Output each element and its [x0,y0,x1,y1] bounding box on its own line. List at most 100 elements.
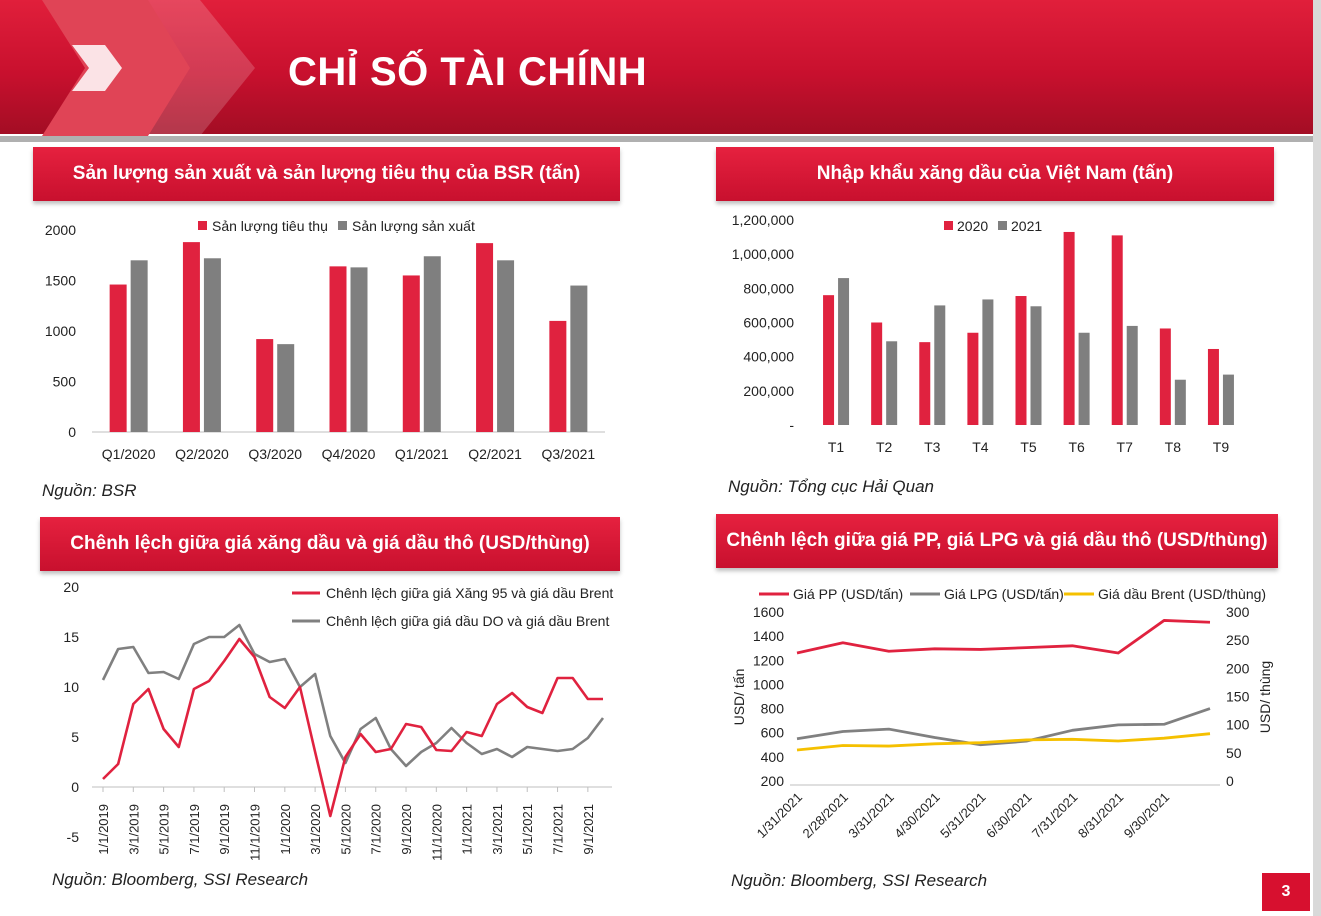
chart3-y-tick: 0 [71,779,79,795]
chart4-y-tick: 1400 [753,628,784,644]
page-title: CHỈ SỐ TÀI CHÍNH [288,50,648,94]
chart1-bar-consumption [109,284,127,432]
chart1-legend-swatch [338,221,347,230]
chart4-y2-tick: 50 [1226,745,1242,761]
chart4-x-tick: 7/31/2021 [1029,790,1081,842]
chart1-bar-production [130,260,148,432]
chart2-bar-2021 [982,299,994,425]
chart2-y-tick: - [789,417,794,433]
chart4-legend-label: Giá dầu Brent (USD/thùng) [1098,586,1266,602]
chart4-x-tick: 2/28/2021 [800,790,852,842]
chart4-x-tick: 3/31/2021 [845,790,897,842]
chart3-x-tick: 1/1/2021 [460,804,475,855]
chart2-x-tick: T1 [828,439,845,455]
chart1-title: Sản lượng sản xuất và sản lượng tiêu thụ… [33,147,620,201]
chart1-bar-consumption [329,266,347,432]
chart1-bar-production [570,285,588,432]
chart3-x-tick: 3/1/2020 [308,804,323,855]
chart4-title: Chênh lệch giữa giá PP, giá LPG và giá d… [716,514,1278,568]
chart2-bar-2021 [1126,325,1138,425]
chart4-y-tick: 800 [761,701,785,717]
chart2-bar-2021 [1030,306,1042,425]
chart2-x-tick: T3 [924,439,941,455]
chart2-y-tick: 200,000 [743,383,794,399]
chart4-y-tick: 1000 [753,676,784,692]
chart2-x-tick: T5 [1020,439,1037,455]
chart2-bar-2021 [1222,374,1234,425]
chart1-legend-swatch [198,221,207,230]
chart3-y-tick: 15 [63,629,79,645]
chart4-legend-label: Giá LPG (USD/tấn) [944,586,1064,602]
chart2-x-tick: T6 [1068,439,1085,455]
chart3-source: Nguồn: Bloomberg, SSI Research [52,870,309,889]
chart4-x-tick: 9/30/2021 [1121,790,1173,842]
chart1-x-tick: Q1/2020 [102,446,156,462]
chart4-line-lpg [796,707,1211,747]
chart3-x-tick: 3/1/2019 [126,804,141,855]
chart4-x-tick: 4/30/2021 [891,790,943,842]
chart2-source: Nguồn: Tổng cục Hải Quan [728,477,935,496]
chart1-bar-consumption [476,243,494,432]
chart2-bar-2021 [1174,379,1186,425]
chart2-legend-label: 2021 [1011,218,1042,234]
chart4-y2-axis-label: USD/ thùng [1257,661,1273,733]
chart3-x-tick: 11/1/2019 [248,804,263,861]
chart3-x-tick: 5/1/2019 [157,804,172,855]
chart2-legend-label: 2020 [957,218,988,234]
chart4-y-tick: 600 [761,725,785,741]
chart1-legend-label: Sản lượng tiêu thụ [212,218,328,234]
chart3-line-xang95 [102,637,603,818]
chart2-x-tick: T7 [1117,439,1134,455]
chart2-bar-2020 [1015,296,1027,425]
chevron-logo-icon [42,0,255,136]
chart3-x-tick: 7/1/2019 [187,804,202,855]
chart2-bar-2021 [838,278,850,425]
chart4-source: Nguồn: Bloomberg, SSI Research [731,871,988,890]
chart4-y-tick: 1600 [753,604,784,620]
chart2-legend-swatch [944,221,953,230]
chart4-line-brent [796,732,1211,752]
header-divider [0,136,1313,142]
chart3-legend-label: Chênh lệch giữa giá dầu DO và giá dầu Br… [326,613,609,629]
chart2-bar-2020 [1159,328,1171,425]
chart1-bar-production [423,256,441,432]
chart1-bar-consumption [182,242,200,432]
chart2-x-tick: T8 [1165,439,1182,455]
chart2-bar-2020 [1111,235,1123,425]
chart2-x-tick: T4 [972,439,989,455]
chart4-x-tick: 6/30/2021 [983,790,1035,842]
chart4-y-axis-label: USD/ tấn [731,669,747,726]
chart3-x-tick: 9/1/2019 [217,804,232,855]
chart1-x-tick: Q3/2021 [541,446,595,462]
chart1-bar-production [497,260,515,432]
chart2-y-tick: 400,000 [743,349,794,365]
chart2-bar-2020 [1063,231,1075,425]
chart3-legend-label: Chênh lệch giữa giá Xăng 95 và giá dầu B… [326,585,613,601]
chart3-y-tick: 10 [63,679,79,695]
chart2-y-tick: 800,000 [743,280,794,296]
chart1-y-tick: 2000 [45,222,76,238]
chart1-legend-label: Sản lượng sản xuất [352,218,475,234]
chart2-bar-2020 [871,322,883,425]
chart2-bar-2021 [886,341,898,425]
chart2-x-tick: T2 [876,439,893,455]
chart3-y-tick: -5 [67,829,80,845]
chart1-y-tick: 500 [53,374,77,390]
chart4-y-tick: 400 [761,749,785,765]
chart3-title: Chênh lệch giữa giá xăng dầu và giá dầu … [40,517,620,571]
chart2-bar-2020 [1207,348,1219,425]
chart2-y-tick: 1,200,000 [732,212,794,228]
chart3-y-tick: 20 [63,579,79,595]
chart4-x-tick: 8/31/2021 [1075,790,1127,842]
chart4-y2-tick: 200 [1226,660,1250,676]
chart1-y-tick: 1500 [45,273,76,289]
chart2-bar-2020 [823,295,835,425]
chart3-x-tick: 11/1/2020 [429,804,444,861]
chart2-y-tick: 1,000,000 [732,246,794,262]
chart1-source: Nguồn: BSR [42,481,137,500]
chart4-legend-label: Giá PP (USD/tấn) [793,586,903,602]
chart3-x-tick: 9/1/2021 [581,804,596,855]
chart3-x-tick: 9/1/2020 [399,804,414,855]
chart4-x-tick: 1/31/2021 [754,790,806,842]
chart2-bar-2021 [934,305,946,425]
